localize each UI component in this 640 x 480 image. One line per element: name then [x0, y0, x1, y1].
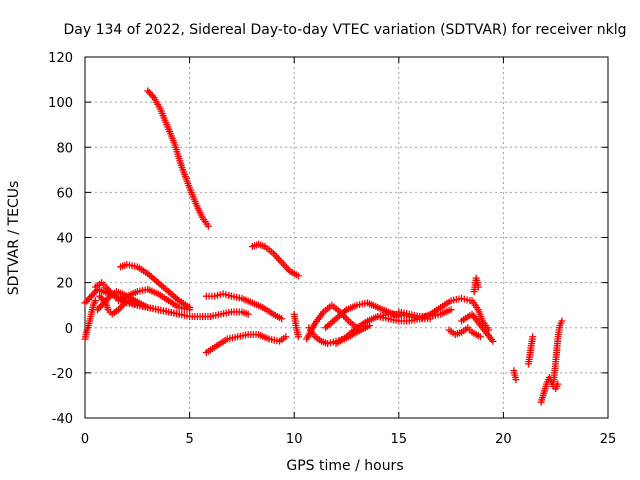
- series-arc-l: [248, 240, 302, 280]
- data-point: [485, 326, 493, 334]
- tick-layer: -40 -20 0 20 40 60 80 100 120 0 5 10 15 20 25: [48, 51, 616, 447]
- series-arc-k: [207, 308, 252, 320]
- series-arc-j: [202, 290, 286, 323]
- x-tick-label: 25: [600, 432, 617, 447]
- y-tick-label: 20: [56, 277, 73, 292]
- data-point: [476, 333, 484, 341]
- grid-layer: [85, 57, 608, 418]
- data-point: [294, 272, 302, 280]
- series-arc-x: [510, 367, 520, 384]
- data-point: [204, 222, 212, 230]
- y-tick-label: 120: [48, 51, 73, 66]
- chart-title: Day 134 of 2022, Sidereal Day-to-day VTE…: [64, 22, 627, 38]
- series-arc-i: [202, 331, 290, 357]
- data-point: [144, 303, 152, 311]
- series-arc-a: [81, 297, 99, 343]
- data-point: [554, 380, 562, 388]
- data-point: [474, 283, 482, 291]
- series-arc-aa: [550, 317, 566, 386]
- y-tick-label: 60: [56, 186, 73, 201]
- data-point: [489, 337, 497, 345]
- x-tick-label: 0: [81, 432, 89, 447]
- x-tick-label: 10: [286, 432, 303, 447]
- x-tick-label: 20: [495, 432, 512, 447]
- data-point: [558, 317, 566, 325]
- x-tick-label: 15: [391, 432, 408, 447]
- x-tick-label: 5: [185, 432, 193, 447]
- series-arc-s: [395, 306, 455, 320]
- data-point: [91, 297, 99, 305]
- series-arc-u: [468, 297, 493, 334]
- data-point: [447, 306, 455, 314]
- series-arc-v: [470, 274, 482, 296]
- y-tick-label: 80: [56, 141, 73, 156]
- series-arc-m: [290, 310, 302, 341]
- points-layer: [81, 87, 566, 406]
- y-tick-label: -40: [52, 412, 73, 427]
- series-arc-h: [144, 87, 212, 230]
- y-axis-label: SDTVAR / TECUs: [6, 181, 22, 296]
- data-point: [186, 306, 194, 314]
- series-arc-w: [445, 324, 484, 341]
- data-point: [294, 333, 302, 341]
- series-arc-y: [525, 333, 537, 368]
- y-tick-label: 40: [56, 232, 73, 247]
- series-arc-e: [96, 292, 131, 318]
- data-point: [282, 333, 290, 341]
- data-point: [512, 376, 520, 384]
- x-axis-label: GPS time / hours: [286, 458, 403, 474]
- data-point: [278, 315, 286, 323]
- data-point: [244, 310, 252, 318]
- y-tick-label: 100: [48, 96, 73, 111]
- series-arc-g: [114, 285, 194, 314]
- y-tick-label: -20: [52, 367, 73, 382]
- data-point: [175, 310, 183, 318]
- series-arc-f: [117, 261, 194, 311]
- data-point: [529, 333, 537, 341]
- y-tick-label: 0: [65, 322, 73, 337]
